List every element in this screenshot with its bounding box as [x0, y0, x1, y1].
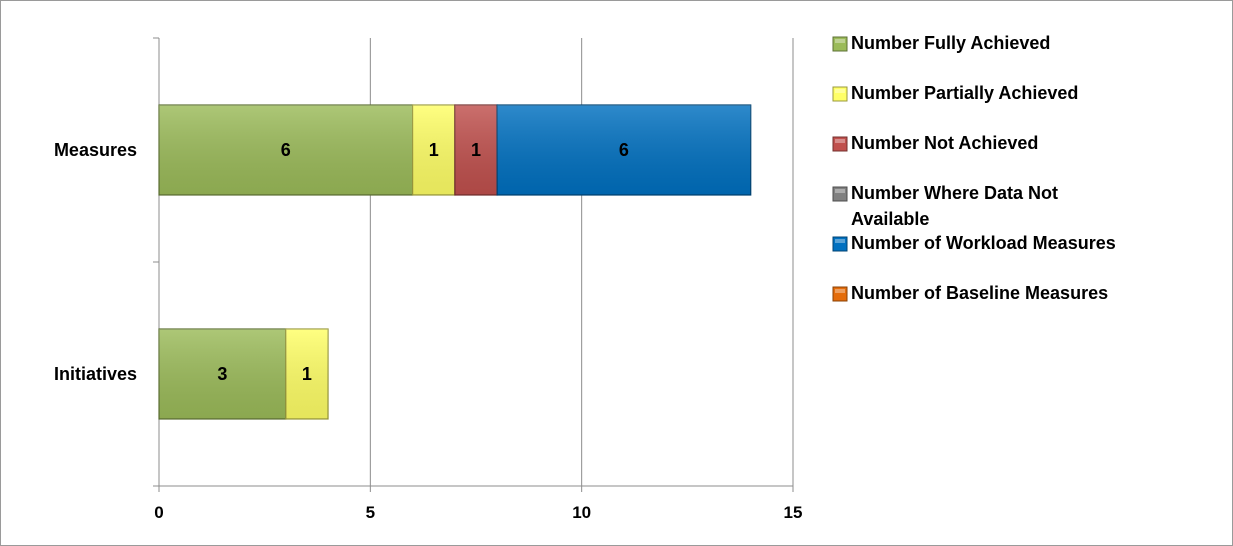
legend-label: Number of Workload Measures [851, 233, 1116, 253]
legend-swatch-highlight [835, 189, 845, 193]
y-category-label: Measures [54, 140, 137, 160]
legend-swatch-highlight [835, 39, 845, 43]
legend-label: Number Partially Achieved [851, 83, 1078, 103]
data-label: 1 [471, 140, 481, 160]
data-label: 1 [429, 140, 439, 160]
bar-shading [497, 105, 751, 195]
legend-swatch [832, 236, 848, 252]
legend-swatch [832, 86, 848, 102]
legend-label: Number Not Achieved [851, 133, 1038, 153]
bars [158, 104, 752, 420]
legend-label: Number Fully Achieved [851, 33, 1050, 53]
legend-swatch-highlight [835, 139, 845, 143]
legend-entry: Number Not Achieved [832, 133, 1038, 153]
x-tick-label: 5 [366, 503, 375, 522]
legend-swatch [832, 186, 848, 202]
bar-shading [159, 105, 413, 195]
legend-swatch [832, 36, 848, 52]
axes: 0 5 10 15 Measures Initiatives [54, 37, 803, 522]
legend-entry: Number Partially Achieved [832, 83, 1078, 103]
legend-entry: Number Fully Achieved [832, 33, 1050, 53]
legend-entry: Number of Baseline Measures [832, 283, 1108, 303]
x-tick-label: 0 [154, 503, 163, 522]
data-label: 1 [302, 364, 312, 384]
bar-shading [454, 105, 498, 195]
data-label: 6 [619, 140, 629, 160]
legend-entry: Number of Workload Measures [832, 233, 1116, 253]
legend-swatch-highlight [835, 89, 845, 93]
legend-entry: Number Where Data Not Available [832, 183, 1058, 229]
legend: Number Fully Achieved Number Partially Ac… [832, 33, 1116, 303]
legend-swatch [832, 136, 848, 152]
x-tick-label: 15 [784, 503, 803, 522]
data-label: 6 [281, 140, 291, 160]
legend-label: Number of Baseline Measures [851, 283, 1108, 303]
data-labels: 6 1 1 6 3 1 [217, 140, 629, 384]
bar-shading [159, 329, 286, 419]
legend-swatch [832, 286, 848, 302]
bar-shading [412, 105, 455, 195]
legend-swatch-highlight [835, 289, 845, 293]
y-category-label: Initiatives [54, 364, 137, 384]
legend-label: Number Where Data Not Available [851, 183, 1058, 229]
legend-swatch-highlight [835, 239, 845, 243]
x-tick-label: 10 [572, 503, 591, 522]
data-label: 3 [217, 364, 227, 384]
bar-shading [285, 329, 329, 419]
